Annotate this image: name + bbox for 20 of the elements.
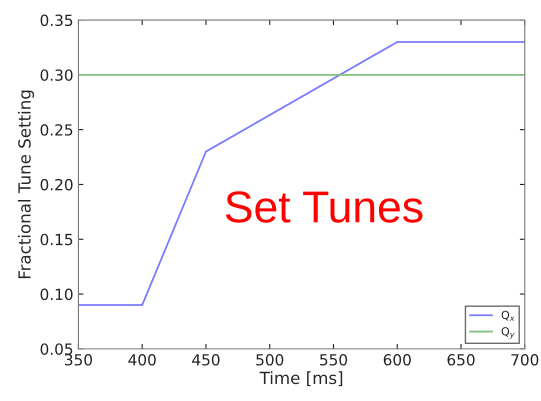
y-tick-label: 0.20 <box>40 178 73 190</box>
legend-label: Q$_{y}$ <box>502 327 515 339</box>
x-tick-label: 550 <box>320 354 348 366</box>
x-tick-label: 650 <box>447 354 475 366</box>
y-tick-label: 0.25 <box>40 124 72 136</box>
y-tick-label: 0.35 <box>40 14 72 26</box>
x-tick-label: 350 <box>65 354 92 366</box>
x-tick-label: 500 <box>256 354 284 366</box>
legend-label: Q$_{x}$ <box>502 310 515 321</box>
y-tick-label: 0.15 <box>40 234 72 246</box>
x-axis-title: Time [ms] <box>260 371 342 386</box>
x-tick-label: 450 <box>192 354 220 366</box>
y-tick-label: 0.10 <box>40 288 73 300</box>
x-tick-label: 700 <box>511 354 538 366</box>
x-tick-label: 600 <box>384 354 411 366</box>
y-tick-label: 0.05 <box>40 343 72 355</box>
y-tick-label: 0.30 <box>40 69 73 81</box>
x-tick-label: 400 <box>128 354 156 366</box>
y-axis-title: Fractional Tune Setting <box>18 90 34 278</box>
annotation: Set Tunes <box>226 191 422 223</box>
